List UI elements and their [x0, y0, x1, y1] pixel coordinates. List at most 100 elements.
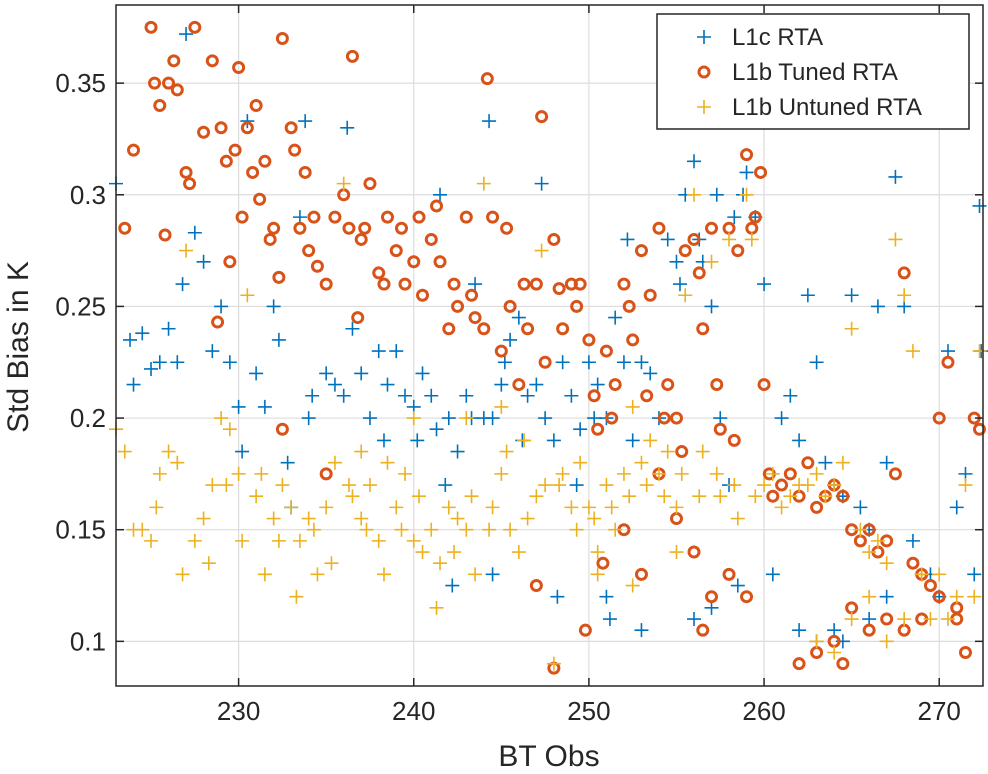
data-point	[319, 366, 334, 381]
data-point	[836, 489, 850, 503]
data-point	[972, 198, 987, 213]
data-point	[687, 612, 701, 627]
data-point	[578, 623, 592, 637]
data-point	[695, 444, 710, 459]
data-point	[958, 478, 973, 493]
data-point	[406, 411, 421, 426]
data-point	[569, 522, 584, 537]
data-point	[625, 433, 640, 448]
data-point	[602, 612, 617, 627]
data-point	[657, 489, 672, 504]
data-point	[480, 72, 494, 86]
data-point	[844, 612, 859, 627]
data-point	[800, 288, 815, 303]
data-point	[783, 467, 797, 481]
data-point	[468, 277, 483, 292]
data-point	[235, 533, 250, 548]
series-3	[109, 176, 987, 671]
data-point	[704, 299, 719, 314]
data-point	[499, 444, 514, 459]
data-point	[249, 489, 264, 504]
y-tick-label: 0.15	[55, 515, 106, 545]
data-point	[634, 355, 649, 370]
data-point	[754, 165, 768, 179]
data-point	[704, 254, 719, 269]
data-point	[380, 455, 395, 470]
data-point	[394, 221, 408, 235]
data-point	[660, 232, 675, 247]
data-point	[412, 210, 426, 224]
data-point	[406, 533, 421, 548]
data-point	[240, 121, 254, 135]
data-point	[529, 579, 543, 593]
data-point	[228, 143, 242, 157]
data-point	[897, 288, 912, 303]
data-point	[853, 522, 868, 537]
data-point	[827, 645, 842, 660]
data-point	[573, 277, 587, 291]
data-point	[162, 76, 176, 90]
data-point	[591, 422, 605, 436]
data-point	[179, 243, 194, 258]
data-point	[783, 388, 798, 403]
data-point	[897, 623, 911, 637]
data-point	[410, 433, 425, 448]
data-point	[547, 232, 561, 246]
legend-label: L1c RTA	[732, 24, 823, 51]
data-point	[905, 533, 920, 548]
data-point	[634, 244, 648, 258]
data-point	[599, 589, 614, 604]
data-point	[284, 121, 298, 135]
data-point	[214, 411, 229, 426]
data-point	[608, 522, 623, 537]
data-point	[652, 221, 666, 235]
data-point	[792, 657, 806, 671]
data-point	[862, 623, 876, 637]
data-point	[170, 455, 185, 470]
data-point	[253, 192, 267, 206]
data-point	[240, 114, 255, 129]
data-point	[520, 388, 535, 403]
y-axis-title: Std Bias in K	[2, 261, 35, 433]
data-point	[144, 20, 158, 34]
data-point	[731, 244, 745, 258]
data-point	[556, 322, 570, 336]
data-point	[447, 277, 461, 291]
data-point	[354, 366, 369, 381]
data-point	[149, 500, 164, 515]
data-point	[389, 500, 404, 515]
data-point	[622, 299, 636, 313]
data-point	[905, 344, 920, 359]
data-point	[394, 522, 409, 537]
data-point	[293, 221, 307, 235]
legend-label: L1b Tuned RTA	[732, 59, 898, 86]
data-point	[972, 344, 987, 359]
data-point	[363, 177, 377, 191]
data-point	[529, 277, 543, 291]
data-point	[451, 299, 465, 313]
data-point	[730, 578, 745, 593]
data-point	[345, 321, 360, 336]
data-point	[148, 76, 162, 90]
data-point	[497, 355, 512, 370]
data-point	[669, 512, 683, 526]
data-point	[302, 244, 316, 258]
data-point	[546, 656, 561, 671]
data-point	[511, 310, 526, 325]
data-point	[765, 466, 780, 481]
data-point	[118, 221, 132, 235]
data-point	[485, 411, 500, 426]
data-point	[468, 567, 483, 582]
data-point	[465, 288, 479, 302]
data-point	[503, 299, 517, 313]
data-point	[692, 489, 707, 504]
data-point	[587, 511, 602, 526]
data-point	[709, 187, 724, 202]
data-point	[651, 466, 666, 481]
data-point	[739, 165, 754, 180]
data-point	[336, 176, 351, 191]
data-point	[464, 489, 479, 504]
data-point	[327, 455, 342, 470]
data-point	[587, 389, 601, 403]
data-point	[888, 232, 903, 247]
